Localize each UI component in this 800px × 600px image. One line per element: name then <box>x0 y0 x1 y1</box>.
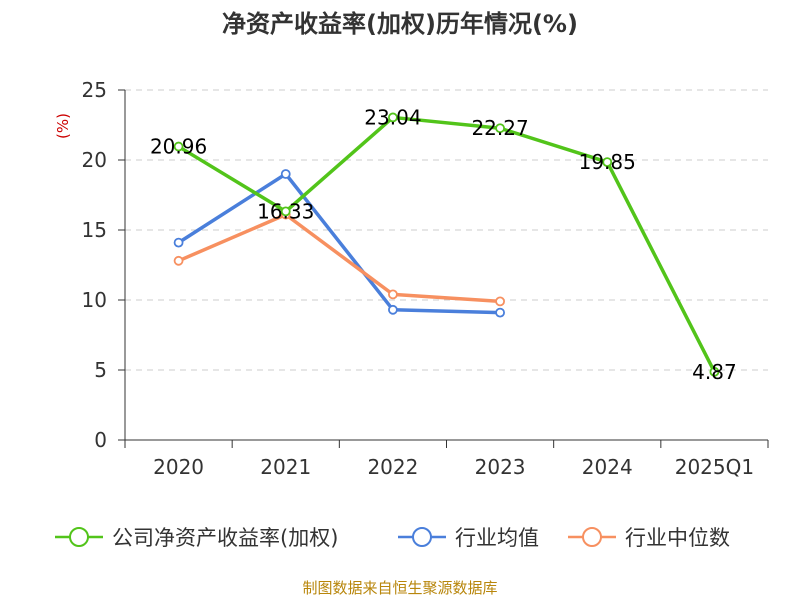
legend-swatch-marker-2 <box>582 527 602 547</box>
y-tick-label-10: 10 <box>82 288 107 312</box>
data-label-2022: 23.04 <box>364 105 421 129</box>
series-0-point-2025Q1 <box>709 366 720 377</box>
series-0-point-2020 <box>173 141 184 152</box>
y-tick-label-5: 5 <box>94 358 107 382</box>
axes: 0 5 10 15 20 25 2020 2021 2022 2023 2024 2025Q1 <box>82 78 769 479</box>
series-0-point-2022 <box>388 112 398 123</box>
legend-swatch-marker-1 <box>412 527 432 547</box>
series-2-point-2023 <box>495 296 505 307</box>
data-label-2024: 19.85 <box>579 150 636 174</box>
x-tick-label-2022: 2022 <box>367 455 418 479</box>
legend-label-1: 行业均值 <box>455 526 539 550</box>
legend-label-2: 行业中位数 <box>625 526 730 550</box>
series-1-point-2020 <box>173 237 184 248</box>
series-0-point-2021 <box>280 206 291 217</box>
data-labels: 20.96 16.33 23.04 22.27 19.85 4.87 <box>150 105 737 383</box>
series-0-point-2023 <box>495 123 505 134</box>
y-axis-unit: (%) <box>54 113 72 139</box>
series-0 <box>173 112 720 377</box>
series-0-point-2024 <box>602 157 613 168</box>
series-2-line <box>177 212 501 304</box>
series-2 <box>173 209 505 307</box>
legend-swatch-marker-0 <box>69 527 89 547</box>
data-label-2021: 16.33 <box>257 199 314 223</box>
x-tick-label-2020: 2020 <box>153 455 204 479</box>
y-tick-label-25: 25 <box>82 78 107 102</box>
series-1-line <box>177 172 501 315</box>
data-label-2025Q1: 4.87 <box>692 360 737 384</box>
series-1-point-2023 <box>495 307 505 318</box>
x-tick-label-2025Q1: 2025Q1 <box>675 455 754 479</box>
source-note: 制图数据来自恒生聚源数据库 <box>302 579 497 597</box>
y-tick-label-0: 0 <box>94 428 107 452</box>
series-2-point-2020 <box>173 255 184 266</box>
legend-item-2: 行业中位数 <box>568 526 730 550</box>
x-tick-label-2021: 2021 <box>260 455 311 479</box>
x-tick-label-2023: 2023 <box>475 455 526 479</box>
legend-item-1: 行业均值 <box>398 526 539 550</box>
legend-item-0: 公司净资产收益率(加权) <box>55 526 338 550</box>
series-1 <box>173 169 505 318</box>
grid-lines <box>125 89 768 371</box>
chart-title: 净资产收益率(加权)历年情况(%) <box>222 10 578 38</box>
series-1-point-2022 <box>388 304 398 315</box>
y-tick-label-20: 20 <box>82 148 107 172</box>
data-label-2023: 22.27 <box>471 116 528 140</box>
series-1-point-2021 <box>280 169 291 179</box>
series-layer <box>173 112 720 377</box>
series-2-point-2022 <box>388 289 398 300</box>
series-0-line <box>177 115 716 373</box>
legend: 公司净资产收益率(加权) 行业均值 行业中位数 <box>55 526 730 550</box>
y-tick-label-15: 15 <box>82 218 107 242</box>
legend-label-0: 公司净资产收益率(加权) <box>112 526 338 550</box>
data-label-2020: 20.96 <box>150 135 207 159</box>
x-tick-label-2024: 2024 <box>582 455 633 479</box>
